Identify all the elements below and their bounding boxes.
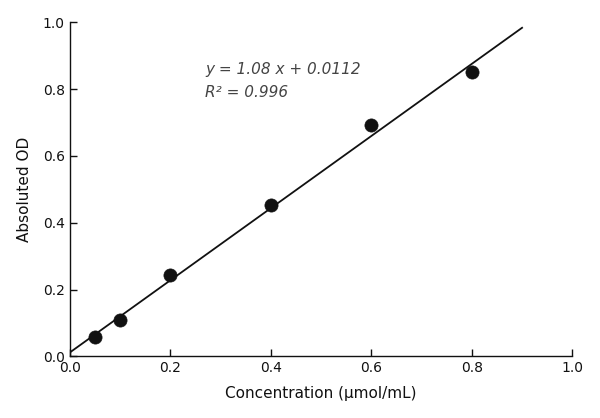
Point — [266, 202, 275, 209]
Text: R² = 0.996: R² = 0.996 — [205, 85, 289, 100]
Point — [115, 316, 125, 323]
Point — [90, 334, 100, 341]
X-axis label: Concentration (μmol/mL): Concentration (μmol/mL) — [225, 386, 417, 401]
Point — [166, 272, 175, 278]
Point — [467, 68, 476, 75]
Point — [367, 122, 376, 128]
Text: y = 1.08 x + 0.0112: y = 1.08 x + 0.0112 — [205, 62, 361, 77]
Y-axis label: Absoluted OD: Absoluted OD — [17, 137, 32, 242]
